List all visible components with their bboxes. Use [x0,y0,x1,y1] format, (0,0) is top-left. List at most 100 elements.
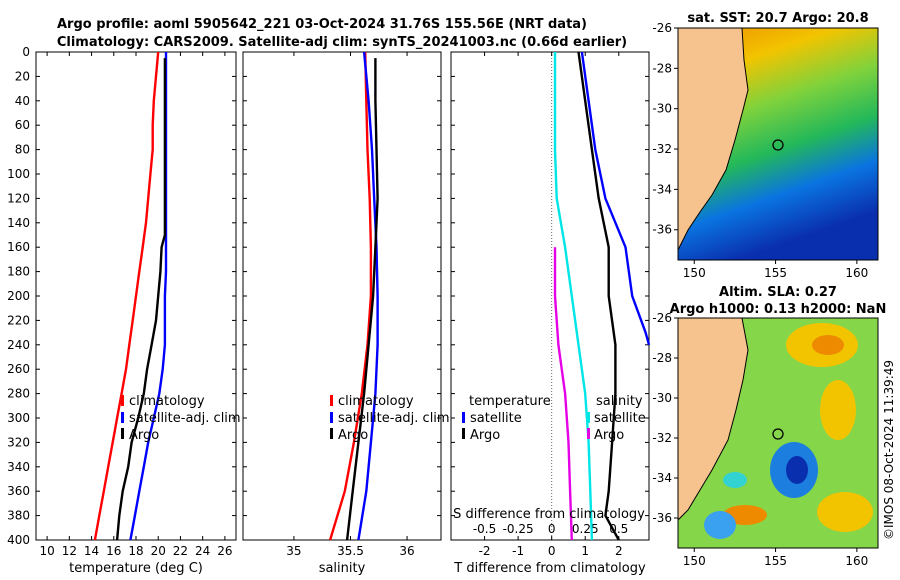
legend-satellite: satellite-adj. clim [338,411,450,426]
legend-salinity-title: salinity [596,394,643,409]
legend-swatch-climatology [121,395,124,406]
sla-map-frame [677,317,879,549]
x-tick-label: 14 [84,544,99,558]
series-line-satellite-adj-clim [357,51,379,541]
y-tick-label: 320 [7,435,30,449]
x-tick-label: 35.5 [337,544,364,558]
y-tick-label: 240 [7,338,30,352]
lon-tick-label: 150 [683,266,706,280]
series-line-argo [115,58,167,541]
series-line-s-argo-diff [580,51,651,346]
lon-tick-label: 160 [845,266,868,280]
legend-argo: Argo [594,428,624,443]
legend-swatch-climatology [330,395,333,406]
series-line-t-argo-diff [577,51,620,541]
series-line-t-satellite-diff [553,52,594,541]
x-tick-label: -1 [512,544,524,558]
legend-argo: Argo [338,428,368,443]
sla-map [678,318,878,548]
y-tick-label: 340 [7,460,30,474]
y-tick-label: 120 [7,191,30,205]
lon-tick-label: 155 [764,554,787,568]
legend-swatch-argo [330,428,333,439]
legend-swatch-satellite [462,412,465,423]
lat-tick-label: -28 [652,61,672,75]
legend-swatch-argo [121,428,124,439]
s-diff-tick-label: 0 [548,522,556,536]
lat-tick-label: -34 [652,471,672,485]
difference-legend-temperature: temperature satellite Argo [462,394,551,443]
legend-argo: Argo [129,428,159,443]
series-line-s-satellite-diff [553,247,573,541]
y-tick-label: 280 [7,387,30,401]
lon-tick-label: 155 [764,266,787,280]
y-tick-label: 140 [7,216,30,230]
legend-climatology: climatology [129,394,205,409]
x-tick-label: 16 [106,544,121,558]
y-tick-label: 220 [7,313,30,327]
x-tick-label: 35 [286,544,301,558]
legend-satellite: satellite [470,411,522,426]
legend-swatch-argo [462,428,465,439]
y-tick-label: 360 [7,484,30,498]
sla-map-subtitle: Argo h1000: 0.13 h2000: NaN [670,302,887,317]
salinity-plot: 35 35.5 36 [286,51,415,558]
lat-tick-label: -26 [652,311,672,325]
legend-climatology: climatology [338,394,414,409]
legend-temperature-title: temperature [469,394,551,409]
argo-location-marker [772,139,784,151]
x-tick-label: 12 [62,544,77,558]
tdiff-xlabel: T difference from climatology [453,561,646,576]
depth-axis: 0 20 40 60 80 100 120 140 160 180 200 220 240 260 280 3… [7,45,649,547]
y-tick-label: 300 [7,411,30,425]
sst-map-title: sat. SST: 20.7 Argo: 20.8 [687,11,868,26]
x-tick-label: 26 [217,544,232,558]
sst-map-axes: -26 -28 -30 -32 -34 -36 150 155 160 [652,21,868,280]
y-tick-label: 0 [22,45,30,59]
temperature-legend: climatology satellite-adj. clim Argo [121,394,241,443]
y-tick-label: 260 [7,362,30,376]
x-tick-label: 24 [195,544,210,558]
series-line-climatology [93,51,160,541]
x-tick-label: -2 [479,544,491,558]
argo-location-marker [772,428,784,440]
y-tick-label: 80 [15,143,30,157]
temperature-plot: 10 12 14 16 18 20 22 24 26 [39,51,233,558]
x-tick-label: 1 [581,544,589,558]
lat-tick-label: -30 [652,391,672,405]
lon-tick-label: 160 [845,554,868,568]
salinity-xlabel: salinity [319,561,366,576]
s-diff-tick-label: -0.5 [473,522,496,536]
lat-tick-label: -36 [652,511,672,525]
sla-map-axes: -26 -28 -30 -32 -34 -36 150 155 160 [652,311,868,568]
y-tick-label: 20 [15,69,30,83]
y-tick-label: 60 [15,118,30,132]
sla-map-title: Altim. SLA: 0.27 [719,285,837,300]
lat-tick-label: -36 [652,223,672,237]
sdiff-xlabel: S difference from climatology [453,507,645,522]
legend-swatch-satellite [587,412,590,423]
legend-satellite: satellite-adj. clim [129,411,241,426]
s-diff-tick-label: -0.25 [503,522,534,536]
lon-tick-label: 150 [683,554,706,568]
y-tick-label: 160 [7,240,30,254]
x-tick-label: 20 [151,544,166,558]
difference-legend-salinity: salinity satellite Argo [587,394,646,443]
salinity-legend: climatology satellite-adj. clim Argo [330,394,450,443]
s-diff-tick-label: 0.25 [572,522,599,536]
temperature-xlabel: temperature (deg C) [69,561,203,576]
x-tick-label: 36 [399,544,414,558]
lat-tick-label: -32 [652,431,672,445]
lat-tick-label: -34 [652,182,672,196]
chart-title-line1: Argo profile: aoml 5905642_221 03-Oct-20… [57,17,587,32]
difference-axes [450,51,650,541]
sst-map [678,28,878,260]
lat-tick-label: -26 [652,21,672,35]
y-tick-label: 180 [7,265,30,279]
x-tick-label: 2 [615,544,623,558]
salinity-axes [242,51,442,541]
series-line-climatology [328,51,373,541]
x-tick-label: 10 [39,544,54,558]
y-tick-label: 400 [7,533,30,547]
y-tick-label: 200 [7,289,30,303]
